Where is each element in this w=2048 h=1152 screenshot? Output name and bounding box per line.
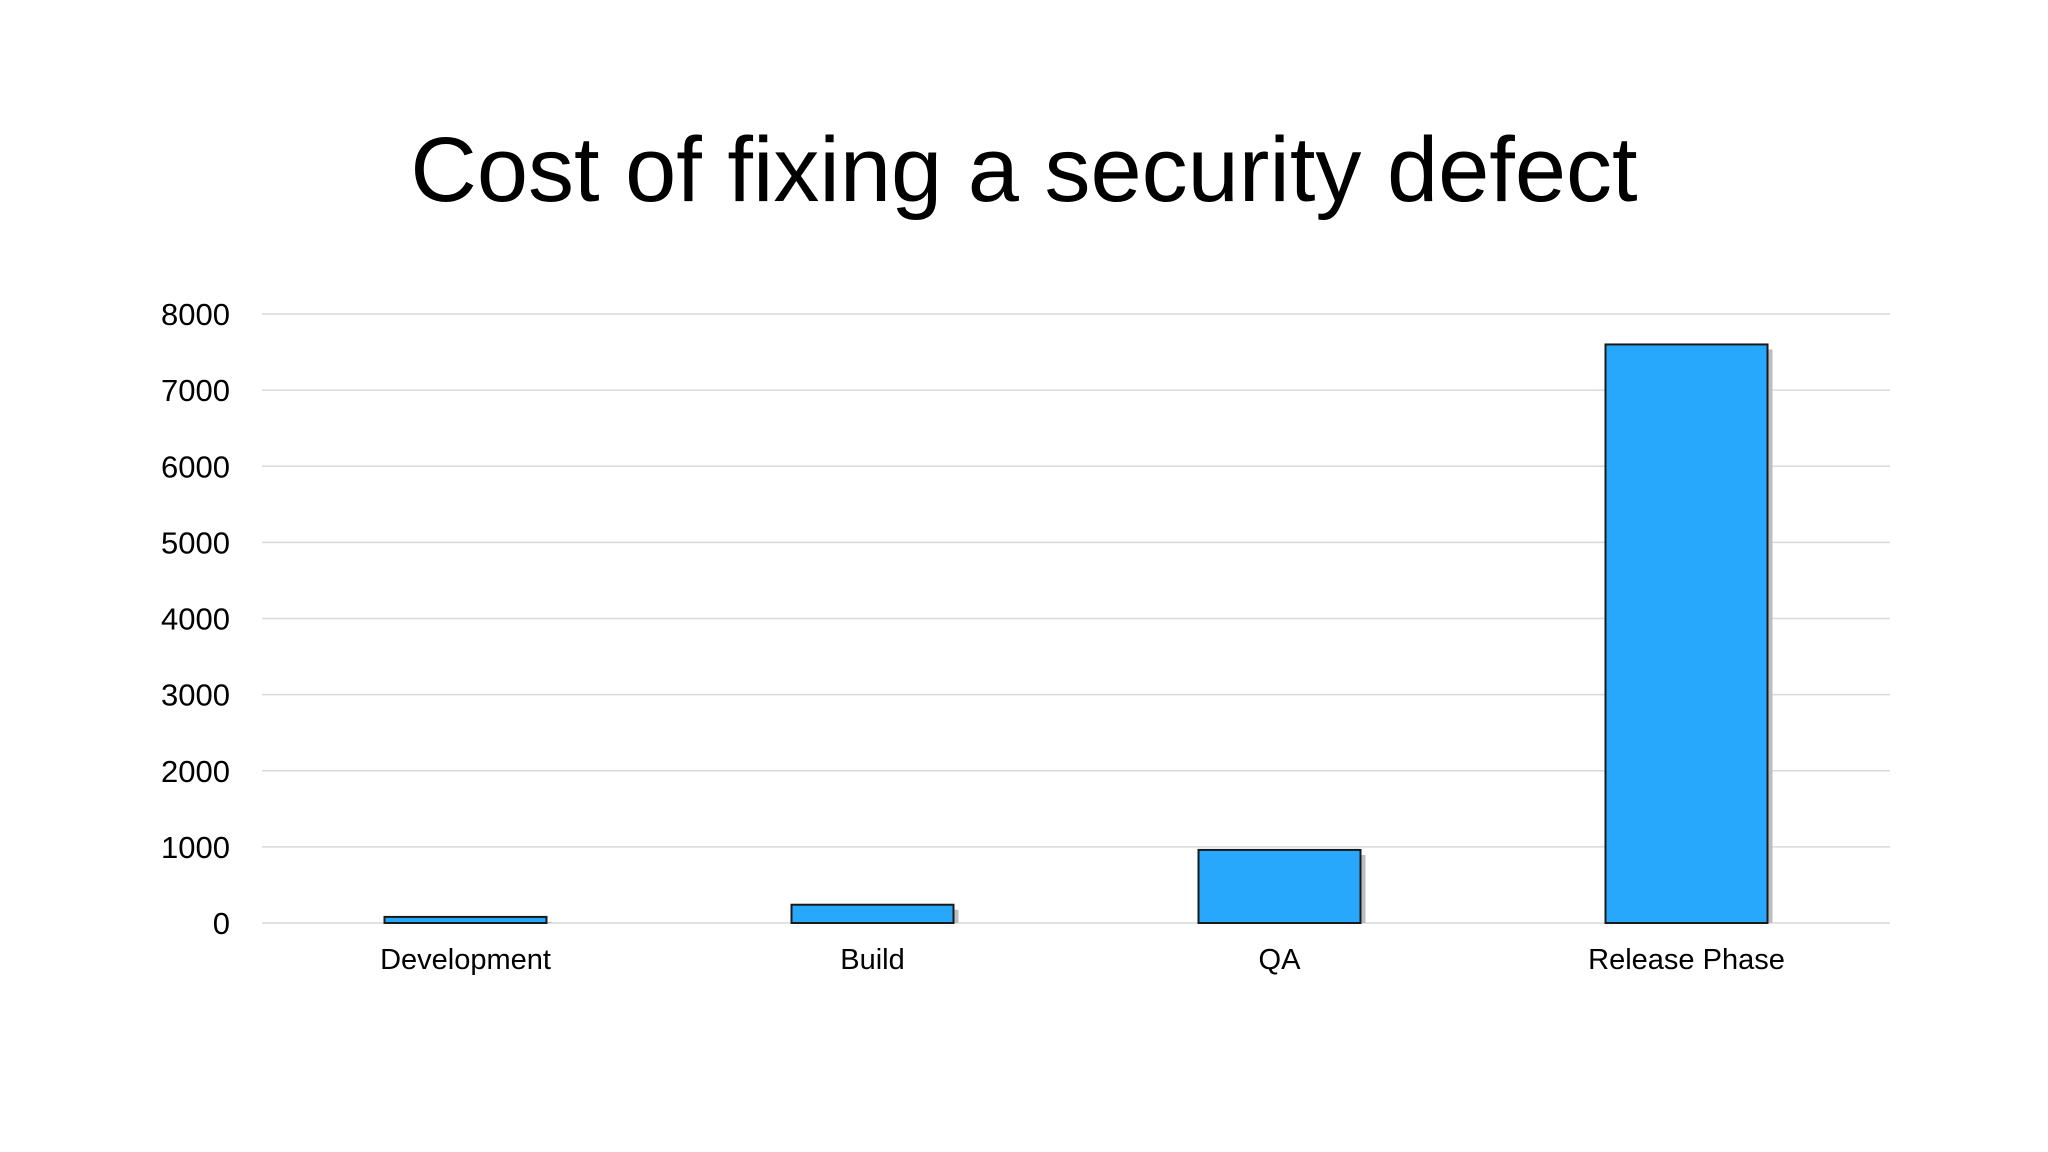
bar-qa (1197, 848, 1362, 924)
x-tick-label: QA (1259, 944, 1302, 976)
y-tick-label: 2000 (161, 754, 230, 789)
y-tick-label: 0 (213, 906, 230, 941)
x-axis-tick-labels: Development Build QA Release Phase (380, 944, 1785, 976)
y-axis-tick-labels: 0 1000 2000 3000 4000 5000 6000 7000 8000 (161, 297, 230, 941)
y-tick-label: 6000 (161, 449, 230, 484)
bar-development (383, 915, 548, 924)
y-tick-label: 8000 (161, 297, 230, 332)
y-tick-label: 4000 (161, 602, 230, 637)
y-tick-label: 5000 (161, 525, 230, 560)
y-tick-label: 7000 (161, 373, 230, 408)
x-tick-label: Development (380, 944, 551, 976)
x-tick-label: Build (840, 944, 905, 976)
chart-title: Cost of fixing a security defect (410, 119, 1638, 221)
bar-build (790, 903, 955, 924)
x-tick-label: Release Phase (1588, 944, 1785, 976)
y-tick-label: 3000 (161, 678, 230, 713)
y-tick-label: 1000 (161, 830, 230, 865)
bars (383, 343, 1773, 924)
bar-release-phase (1604, 343, 1769, 924)
